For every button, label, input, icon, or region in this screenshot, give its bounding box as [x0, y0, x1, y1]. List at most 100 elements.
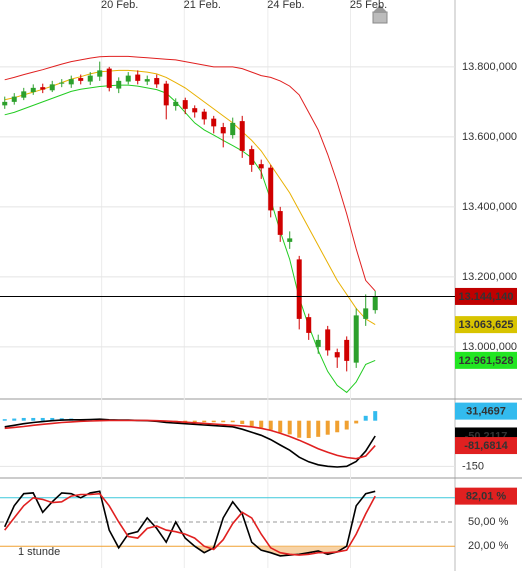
x-tick-label: 24 Feb. — [267, 0, 304, 11]
candle-body — [30, 87, 36, 93]
candle-body — [258, 164, 264, 169]
histogram-bar — [306, 420, 311, 439]
candle-body — [125, 75, 131, 82]
histogram-bar — [316, 420, 321, 437]
histogram-bar — [287, 420, 292, 435]
candle-body — [353, 315, 359, 363]
candle-body — [334, 352, 340, 358]
value-label: 13.144,140 — [458, 291, 513, 303]
candle-body — [11, 96, 17, 102]
histogram-bar — [325, 420, 330, 435]
line-series — [3, 490, 376, 557]
home-icon[interactable] — [372, 5, 388, 24]
histogram-bar — [373, 411, 378, 421]
candle-body — [182, 100, 188, 109]
x-tick-label: 21 Feb. — [184, 0, 221, 11]
histogram-bar — [344, 420, 349, 430]
y-tick-label: -150 — [462, 460, 484, 472]
candle-body — [201, 111, 207, 120]
candle-body — [315, 339, 321, 347]
histogram-bar — [249, 420, 254, 427]
candle-body — [173, 101, 179, 107]
histogram-bar — [2, 419, 7, 421]
candle-body — [97, 70, 103, 77]
candle-body — [344, 339, 350, 361]
histogram-bar — [40, 417, 45, 421]
value-label: -81,6814 — [464, 440, 508, 452]
y-tick-label: 13.200,000 — [462, 271, 517, 283]
x-tick-label: 20 Feb. — [101, 0, 138, 11]
candle-body — [230, 122, 236, 136]
line-series — [4, 418, 376, 468]
candle-body — [192, 108, 198, 113]
candle-body — [325, 329, 331, 351]
y-tick-label: 13.600,000 — [462, 131, 517, 143]
candle-body — [211, 118, 217, 127]
value-label-box — [455, 437, 517, 455]
y-tick-label: 20,00 % — [468, 540, 509, 552]
candle-body — [49, 84, 55, 91]
histogram-bar — [31, 417, 36, 421]
histogram-bar — [221, 420, 226, 423]
value-label-box — [455, 316, 517, 334]
value-label: 12.961,528 — [458, 355, 513, 367]
candle-body — [78, 78, 84, 81]
x-tick-label: 25 Feb. — [350, 0, 387, 11]
candle-body — [163, 83, 169, 106]
histogram-bar — [211, 420, 216, 423]
line-series — [4, 55, 376, 292]
histogram-bar — [12, 418, 17, 421]
candle-body — [277, 211, 283, 235]
candle-body — [363, 308, 369, 319]
value-label: 13.063,625 — [458, 319, 513, 331]
line-series — [4, 492, 376, 556]
annotation: 1 stunde — [18, 546, 60, 558]
candle-body — [2, 101, 8, 106]
candle-body — [21, 91, 27, 98]
histogram-bar — [268, 420, 273, 430]
candle-body — [144, 79, 150, 82]
candle-body — [40, 87, 46, 90]
home-icon-body[interactable] — [372, 11, 388, 24]
y-tick-label: 13.400,000 — [462, 201, 517, 213]
histogram-bar — [259, 420, 264, 428]
value-label-box — [455, 402, 517, 420]
histogram-bar — [202, 420, 207, 423]
histogram-bar — [50, 417, 55, 421]
candle-body — [268, 167, 274, 211]
candle-body — [249, 149, 255, 165]
value-label: 82,01 % — [466, 491, 507, 503]
candle-body — [306, 317, 312, 333]
candle-body — [106, 68, 112, 88]
candle-body — [372, 296, 378, 311]
candle-body — [296, 259, 302, 319]
histogram-bar — [335, 420, 340, 433]
histogram-bar — [230, 420, 235, 423]
candle-body — [220, 127, 226, 134]
value-label-box — [455, 351, 517, 369]
home-icon-roof[interactable] — [372, 5, 388, 13]
histogram-bar — [192, 420, 197, 423]
histogram-bar — [363, 415, 368, 421]
candle-body — [59, 82, 65, 84]
histogram-bar — [240, 420, 245, 425]
y-tick-label: 50,00 % — [468, 516, 509, 528]
histogram-bar — [354, 420, 359, 424]
line-series — [4, 69, 376, 326]
candle-body — [287, 238, 293, 242]
line-series — [4, 84, 376, 394]
y-tick-label: 13.800,000 — [462, 61, 517, 73]
histogram-bar — [297, 420, 302, 438]
candle-body — [135, 74, 141, 81]
value-label-box — [455, 487, 517, 505]
candle-body — [68, 79, 74, 85]
histogram-bar — [21, 417, 26, 421]
histogram-bar — [278, 420, 283, 433]
candle-body — [154, 78, 160, 85]
candle-body — [87, 75, 93, 82]
value-label-box — [455, 287, 517, 305]
candle-body — [116, 80, 122, 89]
y-tick-label: 13.000,000 — [462, 341, 517, 353]
